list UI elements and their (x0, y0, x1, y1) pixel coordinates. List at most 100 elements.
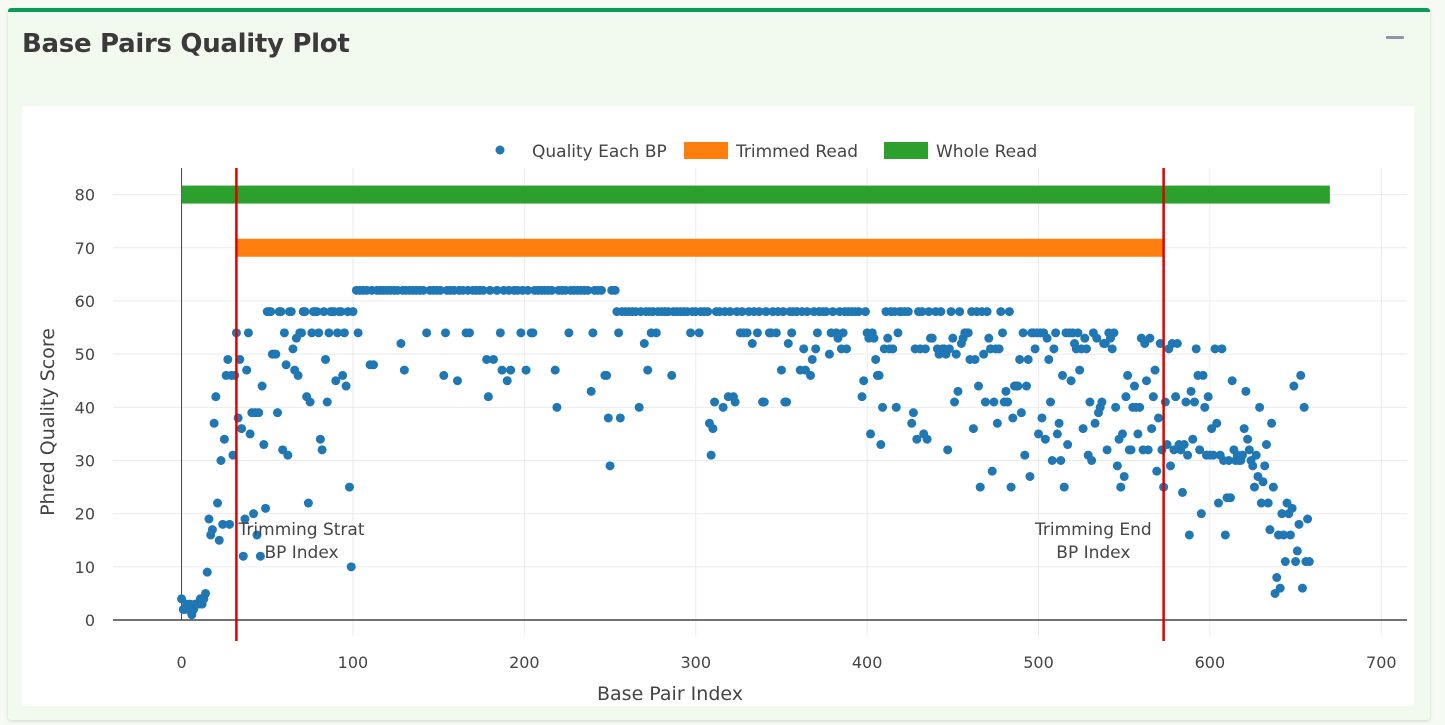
quality-point[interactable] (1042, 333, 1052, 343)
quality-point[interactable] (297, 328, 307, 338)
quality-point[interactable] (866, 429, 876, 439)
quality-point[interactable] (1135, 402, 1145, 412)
quality-point[interactable] (396, 339, 406, 348)
quality-point[interactable] (1022, 381, 1032, 391)
quality-point[interactable] (1123, 370, 1133, 380)
quality-point[interactable] (1188, 434, 1198, 444)
quality-point[interactable] (968, 424, 978, 434)
quality-point[interactable] (1303, 514, 1313, 524)
quality-point[interactable] (237, 424, 247, 434)
quality-point[interactable] (943, 445, 953, 455)
quality-point[interactable] (338, 370, 348, 380)
quality-point[interactable] (1047, 456, 1057, 465)
quality-point[interactable] (1081, 344, 1091, 354)
quality-point[interactable] (1073, 328, 1083, 338)
quality-point[interactable] (1196, 509, 1206, 519)
quality-point[interactable] (783, 339, 793, 348)
quality-point[interactable] (1102, 445, 1112, 455)
quality-point[interactable] (1126, 445, 1136, 455)
quality-point[interactable] (1109, 328, 1119, 338)
quality-point[interactable] (312, 307, 322, 317)
quality-point[interactable] (1034, 429, 1044, 439)
quality-point[interactable] (1143, 445, 1153, 455)
quality-point[interactable] (1220, 530, 1230, 540)
quality-point[interactable] (261, 503, 271, 513)
quality-point[interactable] (984, 333, 994, 343)
quality-point[interactable] (243, 328, 253, 338)
quality-point[interactable] (639, 339, 649, 348)
quality-point[interactable] (207, 525, 217, 535)
quality-point[interactable] (483, 392, 493, 402)
quality-point[interactable] (776, 365, 786, 375)
quality-point[interactable] (1054, 418, 1064, 428)
quality-point[interactable] (1087, 456, 1097, 465)
quality-point[interactable] (1291, 557, 1301, 567)
quality-point[interactable] (1186, 386, 1196, 396)
quality-point[interactable] (912, 434, 922, 444)
quality-point[interactable] (214, 535, 224, 545)
quality-point[interactable] (979, 349, 989, 359)
quality-point[interactable] (201, 588, 211, 598)
quality-point[interactable] (288, 344, 298, 354)
quality-point[interactable] (787, 328, 797, 338)
quality-point[interactable] (257, 381, 267, 391)
quality-point[interactable] (452, 376, 462, 386)
quality-point[interactable] (331, 376, 341, 386)
quality-point[interactable] (1277, 509, 1287, 519)
quality-point[interactable] (1006, 482, 1016, 492)
quality-point[interactable] (1268, 482, 1278, 492)
quality-point[interactable] (324, 328, 334, 338)
quality-point[interactable] (1097, 397, 1107, 407)
quality-point[interactable] (730, 397, 740, 407)
quality-point[interactable] (485, 285, 495, 295)
quality-point[interactable] (703, 307, 713, 317)
quality-point[interactable] (742, 328, 752, 338)
quality-point[interactable] (271, 349, 281, 359)
quality-point[interactable] (1160, 397, 1170, 407)
quality-point[interactable] (255, 551, 265, 561)
quality-point[interactable] (502, 376, 512, 386)
quality-point[interactable] (516, 328, 526, 338)
quality-point[interactable] (812, 328, 822, 338)
quality-point[interactable] (245, 429, 255, 439)
quality-point[interactable] (908, 408, 918, 418)
collapse-icon[interactable] (1386, 36, 1404, 39)
quality-point[interactable] (439, 370, 449, 380)
quality-point[interactable] (718, 402, 728, 412)
quality-point[interactable] (225, 519, 235, 529)
quality-point[interactable] (643, 365, 653, 375)
quality-point[interactable] (778, 307, 788, 317)
quality-point[interactable] (1049, 344, 1059, 354)
quality-point[interactable] (492, 285, 502, 295)
quality-point[interactable] (1172, 339, 1182, 348)
quality-point[interactable] (907, 418, 917, 428)
quality-point[interactable] (782, 397, 792, 407)
quality-point[interactable] (1208, 450, 1218, 460)
quality-point[interactable] (634, 402, 644, 412)
whole-read-bar[interactable] (181, 185, 1330, 204)
quality-point[interactable] (807, 354, 817, 364)
quality-point[interactable] (1272, 573, 1282, 582)
quality-point[interactable] (1063, 440, 1073, 450)
quality-point[interactable] (917, 307, 927, 317)
quality-point[interactable] (348, 307, 358, 317)
quality-point[interactable] (1248, 461, 1258, 471)
quality-point[interactable] (521, 365, 531, 375)
quality-point[interactable] (488, 354, 498, 364)
quality-point[interactable] (300, 307, 310, 317)
quality-point[interactable] (950, 397, 960, 407)
quality-point[interactable] (550, 365, 560, 375)
quality-point[interactable] (802, 307, 812, 317)
quality-point[interactable] (686, 328, 696, 338)
quality-point[interactable] (238, 551, 248, 561)
quality-point[interactable] (842, 344, 852, 354)
quality-point[interactable] (276, 307, 286, 317)
quality-point[interactable] (1249, 482, 1259, 492)
quality-point[interactable] (422, 328, 432, 338)
quality-point[interactable] (974, 381, 984, 391)
quality-point[interactable] (874, 370, 884, 380)
quality-point[interactable] (1195, 445, 1205, 455)
quality-point[interactable] (249, 509, 259, 519)
quality-point[interactable] (281, 360, 291, 370)
quality-point[interactable] (610, 285, 620, 295)
